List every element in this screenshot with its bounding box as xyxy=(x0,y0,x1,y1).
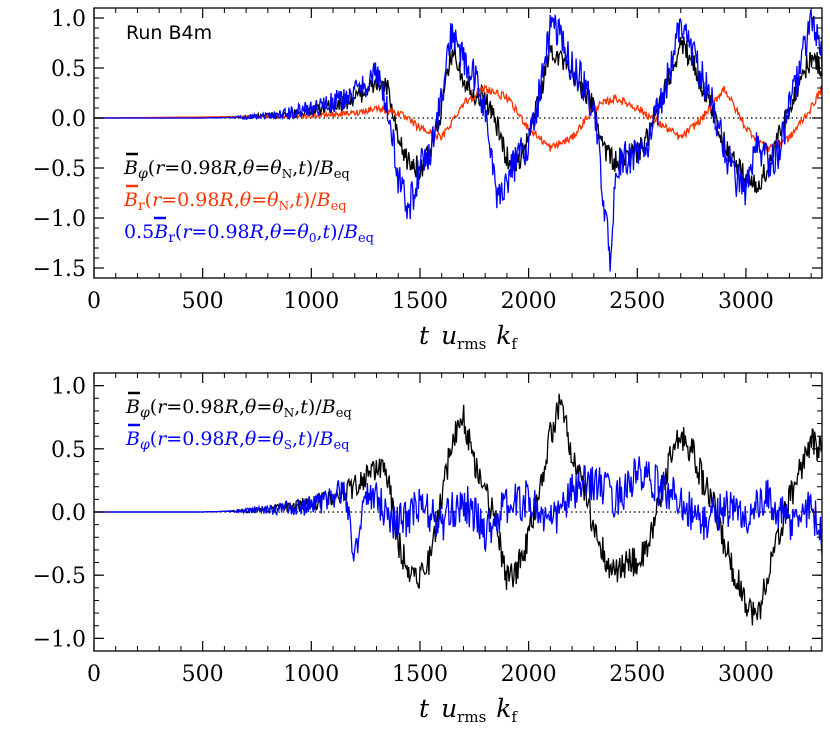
x-tick-label: 2500 xyxy=(609,662,665,687)
y-tick-label: −1.5 xyxy=(33,257,86,282)
y-tick-label: 0.0 xyxy=(51,107,86,132)
legend-entry-1: Bφ(r=0.98R,θ=θS,t)/Beq xyxy=(125,428,349,453)
legend-entry-0: Bφ(r=0.98R,θ=θN,t)/Beq xyxy=(123,157,350,182)
legend-entry-2: 0.5Br(r=0.98R,θ=θ0,t)/Beq xyxy=(124,221,374,246)
x-tick-label: 500 xyxy=(182,289,224,314)
series-line-2 xyxy=(94,9,822,272)
y-tick-label: 1.0 xyxy=(51,375,86,400)
bottom-panel: 0 500 1000 1500 2000 2500 3000 1.0 0.5 0.0 −0.5 −1.… xyxy=(33,372,823,726)
y-tick-label: −0.5 xyxy=(33,157,86,182)
x-tick-label: 500 xyxy=(182,662,224,687)
run-label: Run B4m xyxy=(126,22,212,44)
legend-entry-1: Br(r=0.98R,θ=θN,t)/Beq xyxy=(123,189,347,214)
x-tick-label: 2000 xyxy=(501,289,557,314)
top-panel: 0 500 1000 1500 2000 2500 3000 1.0 0.5 0.0 −0.5 −1.… xyxy=(33,7,823,353)
x-tick-label: 1500 xyxy=(392,289,448,314)
x-tick-label: 1000 xyxy=(283,662,339,687)
y-tick-label: −1.0 xyxy=(33,627,86,652)
series-line-1 xyxy=(94,84,822,153)
y-tick-label: 1.0 xyxy=(51,7,86,32)
y-tick-label: 0.0 xyxy=(51,501,86,526)
x-axis-title: t urms kf xyxy=(419,321,518,353)
y-tick-label: 0.5 xyxy=(51,57,86,82)
y-tick-label: −0.5 xyxy=(33,564,86,589)
y-tick-label: −1.0 xyxy=(33,207,86,232)
x-tick-label: 1500 xyxy=(392,662,448,687)
x-tick-label: 3000 xyxy=(718,662,774,687)
x-tick-label: 1000 xyxy=(283,289,339,314)
legend-entry-0: Bφ(r=0.98R,θ=θN,t)/Beq xyxy=(125,396,352,421)
x-tick-label: 0 xyxy=(87,662,101,687)
x-tick-label: 3000 xyxy=(718,289,774,314)
y-tick-label: 0.5 xyxy=(51,438,86,463)
x-tick-label: 0 xyxy=(87,289,101,314)
x-axis-title: t urms kf xyxy=(419,694,518,726)
x-tick-label: 2000 xyxy=(501,662,557,687)
x-tick-label: 2500 xyxy=(609,289,665,314)
plot-frame xyxy=(93,7,823,279)
series-line-1 xyxy=(94,456,822,562)
